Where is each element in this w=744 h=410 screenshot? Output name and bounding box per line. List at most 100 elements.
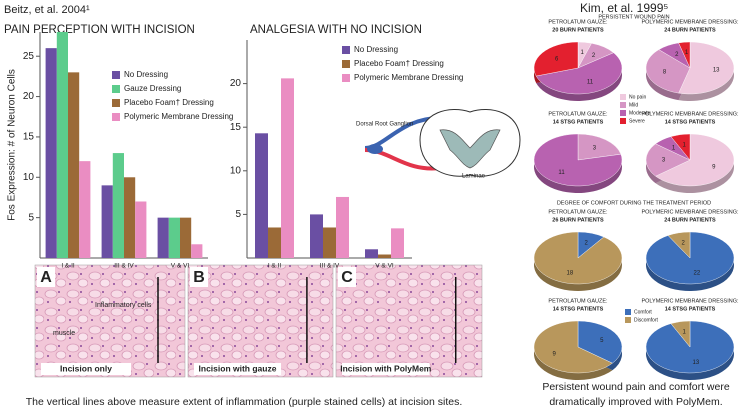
bar [378, 254, 391, 258]
panel-annotation: Inflammatory cells [95, 302, 152, 309]
pie-value-label: 2 [584, 241, 588, 247]
pie-value-label: 1 [682, 329, 686, 335]
legend-swatch [625, 309, 631, 315]
panel-letter: B [193, 269, 205, 286]
pie-value-label: 1 [580, 50, 584, 56]
legend-label: No pain [629, 94, 646, 100]
pie-title: POLYMERIC MEMBRANE DRESSING: [641, 111, 739, 117]
pie-value-label: 9 [712, 164, 716, 170]
legend-label: No Dressing [354, 45, 398, 54]
pie-slice [533, 133, 623, 187]
pie-title: POLYMERIC MEMBRANE DRESSING: [641, 298, 739, 304]
histology-panels: A Incision only Inflammatory cells muscle B I… [34, 264, 483, 378]
legend-label: Polymeric Membrane Dressing [354, 73, 463, 82]
legend-label: No Dressing [124, 70, 168, 79]
pie-subtitle: 14 STSG PATIENTS [553, 306, 604, 312]
pie-value-label: 6 [555, 56, 559, 62]
pie-title: PETROLATUM GAUZE: [548, 19, 608, 25]
y-tick-label: 10 [230, 165, 242, 176]
pie-slice [670, 320, 691, 348]
panel-caption: Incision only [60, 363, 112, 373]
letter-box [190, 267, 208, 287]
y-axis-label: Fos Expression: # of Neuron Cells [7, 69, 18, 221]
legend-label: Polymeric Membrane Dressing [124, 112, 233, 121]
x-tick-label: V & VI [375, 263, 394, 270]
legend-swatch [620, 102, 626, 108]
pie-slice [670, 133, 691, 161]
y-tick-label: 10 [23, 172, 35, 183]
pie-value-label: 9 [553, 351, 557, 357]
legend-swatch [342, 60, 350, 68]
pie-subtitle: 14 STSG PATIENTS [665, 306, 716, 312]
legend-label: Gauze Dressing [124, 84, 181, 93]
bar [255, 133, 268, 258]
legend-label: Moderate [629, 110, 650, 116]
pie-value-label: 1 [685, 50, 689, 56]
diagram-label: Laminae [462, 174, 486, 180]
bar [101, 185, 113, 258]
pie-slice [577, 320, 623, 364]
pie-value-label: 11 [558, 170, 565, 176]
bar [191, 244, 203, 258]
pie-value-label: 2 [681, 241, 685, 247]
pie-subtitle: 24 BURN PATIENTS [664, 217, 716, 223]
caption-box [194, 363, 281, 375]
pie-slice [535, 52, 623, 95]
pie-slice [533, 320, 613, 374]
bar [45, 48, 57, 259]
legend-swatch [342, 46, 350, 54]
spinal-diagram: Dorsal Root Ganglion Laminae [356, 108, 521, 180]
x-tick-label: V & VI [171, 263, 190, 270]
bar [323, 227, 336, 258]
caption-box [342, 363, 430, 375]
right-header: Kim, et al. 1999⁵ [580, 1, 668, 15]
pie-value-label: 1 [672, 145, 676, 151]
x-tick-label: I & II [268, 263, 282, 270]
bar [135, 201, 147, 258]
legend-swatch [112, 71, 120, 79]
pie-title: PETROLATUM GAUZE: [548, 298, 608, 304]
panel-caption: Incision with PolyMem [340, 363, 432, 373]
legend-swatch [112, 85, 120, 93]
legend-label: Placebo Foam† Dressing [124, 98, 214, 107]
chart-title: PAIN PERCEPTION WITH INCISION [4, 24, 195, 36]
legend-swatch [620, 110, 626, 116]
pie-slice [678, 41, 735, 95]
pie-value-label: 22 [693, 271, 700, 277]
x-tick-label: III & IV [320, 263, 340, 270]
pie-value-label: 3 [662, 158, 666, 164]
pie-subtitle: 14 STSG PATIENTS [665, 119, 716, 125]
pie-slice [645, 143, 691, 177]
y-tick-label: 15 [23, 132, 35, 143]
histology-image [335, 264, 483, 378]
legend-swatch [625, 317, 631, 323]
pie-value-label: 11 [587, 79, 594, 85]
bar [56, 32, 68, 258]
bar [79, 161, 91, 258]
legend-label: Mild [629, 102, 638, 108]
pie-subtitle: 20 BURN PATIENTS [552, 27, 604, 33]
pie-title: POLYMERIC MEMBRANE DRESSING: [641, 209, 739, 215]
pie-title: POLYMERIC MEMBRANE DRESSING: [641, 19, 739, 25]
pie-slice [577, 133, 622, 161]
y-tick-label: 5 [235, 209, 241, 220]
bar [157, 217, 169, 258]
pie-title: PETROLATUM GAUZE: [548, 209, 608, 215]
y-tick-label: 5 [28, 212, 34, 223]
right-caption: Persistent wound pain and comfort were [542, 381, 730, 393]
legend-swatch [620, 118, 626, 124]
pie-slice [667, 231, 691, 259]
chart-title: ANALGESIA WITH NO INCISION [250, 24, 422, 36]
y-tick-label: 20 [23, 91, 35, 102]
panel-letter: C [341, 269, 353, 286]
pie-subtitle: 26 BURN PATIENTS [552, 217, 604, 223]
pie-group-title: PERSISTENT WOUND PAIN [598, 14, 669, 20]
letter-box [37, 267, 55, 287]
bar [268, 227, 281, 258]
legend-label: Placebo Foam† Dressing [354, 59, 444, 68]
left-caption: The vertical lines above measure extent … [26, 396, 463, 408]
bar [310, 214, 323, 258]
right-caption: dramatically improved with PolyMem. [549, 396, 722, 408]
pie-value-label: 2 [675, 52, 679, 58]
diagram-label: Dorsal Root Ganglion [356, 122, 413, 128]
